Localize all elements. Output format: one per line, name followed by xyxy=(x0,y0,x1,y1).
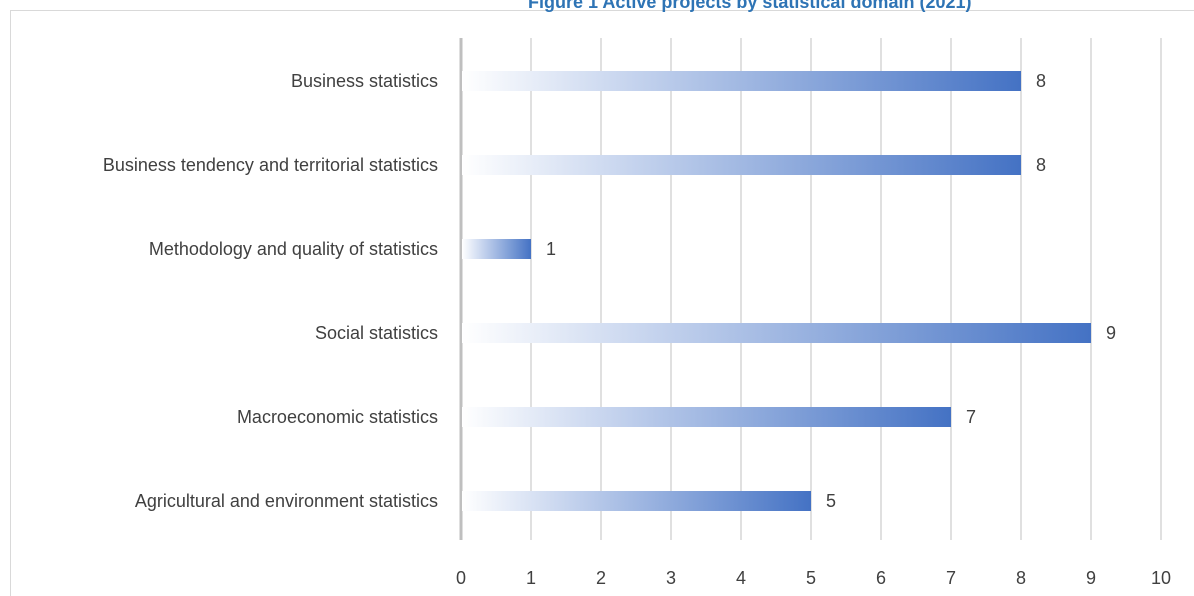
bar xyxy=(462,491,811,511)
category-label: Business statistics xyxy=(291,71,438,91)
bars xyxy=(462,71,1091,511)
category-labels: Business statistics Business tendency and… xyxy=(103,71,438,511)
x-tick-label: 6 xyxy=(876,568,886,588)
x-tick-label: 0 xyxy=(456,568,466,588)
category-label: Macroeconomic statistics xyxy=(237,407,438,427)
x-tick-label: 10 xyxy=(1151,568,1171,588)
bar xyxy=(462,71,1021,91)
x-tick-label: 1 xyxy=(526,568,536,588)
x-tick-label: 9 xyxy=(1086,568,1096,588)
bar xyxy=(462,323,1091,343)
data-label: 7 xyxy=(966,407,976,427)
chart-title: Figure 1 Active projects by statistical … xyxy=(528,0,971,12)
category-label: Business tendency and territorial statis… xyxy=(103,155,438,175)
category-label: Methodology and quality of statistics xyxy=(149,239,438,259)
x-tick-label: 8 xyxy=(1016,568,1026,588)
data-labels: 8 8 1 9 7 5 xyxy=(546,71,1116,511)
bar xyxy=(462,155,1021,175)
bar xyxy=(462,407,951,427)
x-tick-label: 2 xyxy=(596,568,606,588)
x-tick-label: 4 xyxy=(736,568,746,588)
data-label: 5 xyxy=(826,491,836,511)
category-label: Social statistics xyxy=(315,323,438,343)
grid xyxy=(459,38,1162,540)
x-tick-label: 5 xyxy=(806,568,816,588)
category-label: Agricultural and environment statistics xyxy=(135,491,438,511)
x-tick-label: 3 xyxy=(666,568,676,588)
data-label: 9 xyxy=(1106,323,1116,343)
data-label: 1 xyxy=(546,239,556,259)
bar xyxy=(462,239,531,259)
chart-border xyxy=(10,10,1194,596)
data-label: 8 xyxy=(1036,155,1046,175)
data-label: 8 xyxy=(1036,71,1046,91)
x-tick-label: 7 xyxy=(946,568,956,588)
x-axis-ticks: 0 1 2 3 4 5 6 7 8 9 10 xyxy=(456,568,1171,588)
